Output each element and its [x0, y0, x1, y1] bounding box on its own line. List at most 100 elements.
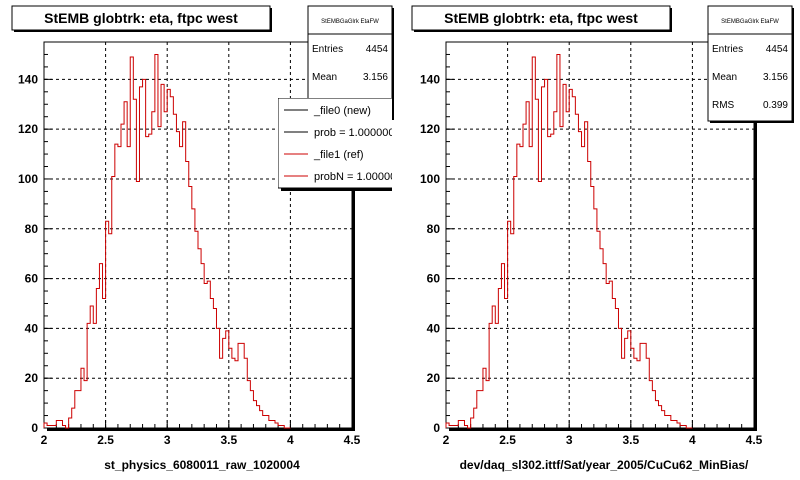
histogram-bin — [143, 79, 146, 428]
x-tick-label: 2.5 — [97, 433, 114, 447]
histogram-bin — [659, 406, 662, 428]
histogram-bin — [597, 231, 600, 428]
histogram-bin — [204, 284, 207, 428]
histogram-bin — [535, 99, 538, 428]
histogram-bin — [538, 181, 541, 428]
histogram-bin — [72, 408, 75, 428]
histogram-bin — [588, 162, 591, 428]
histogram-bin — [275, 423, 278, 428]
legend-label: _file0 (new) — [313, 105, 371, 117]
histogram-bin — [529, 147, 532, 428]
histogram-bin — [146, 137, 149, 428]
chart-panel-1: 2 2.5 3 3.5 4 4.5 0 20 40 60 80 100 120 140 StEMB glob… — [11, 5, 394, 472]
histogram-bin — [158, 127, 161, 428]
histogram-bin — [572, 97, 575, 428]
histogram-bin — [458, 421, 461, 428]
histogram-bin — [526, 102, 529, 428]
stats-value: 3.156 — [763, 72, 788, 83]
histogram-bin — [93, 323, 96, 428]
title-box — [11, 5, 271, 31]
histogram-bin — [643, 343, 646, 428]
histogram-bin — [637, 361, 640, 428]
histogram-bin — [99, 264, 102, 428]
x-axis-label: st_physics_6080011_raw_1020004 — [104, 458, 300, 472]
histogram-bin — [62, 426, 65, 428]
stats-histogram-name: StEMBGaGlrk EtaFW — [321, 19, 379, 25]
title-box — [411, 5, 671, 31]
histogram-bin — [44, 423, 47, 428]
histogram-bin — [229, 348, 232, 428]
histogram-bin — [235, 361, 238, 428]
histogram-bin — [600, 249, 603, 428]
histogram-bin — [495, 323, 498, 428]
histogram-bin — [662, 411, 665, 428]
histogram-bin — [223, 338, 226, 428]
legend-label: prob = 1.000000 — [314, 127, 394, 139]
histogram-bin — [69, 418, 72, 428]
histogram-series-1 — [43, 53, 291, 429]
histogram-bin — [75, 391, 78, 428]
histogram-bin — [649, 381, 652, 428]
histogram-bin — [189, 186, 192, 428]
histogram-bin — [149, 134, 152, 428]
stats-histogram-name: StEMBGaGlrk EtaFW — [721, 19, 779, 25]
histogram-bin — [118, 147, 121, 428]
histogram-bin — [464, 426, 467, 428]
histogram-bin — [557, 54, 560, 428]
histogram-bin — [548, 137, 551, 428]
histogram-bin — [167, 89, 170, 428]
stats-value: 4454 — [366, 44, 389, 55]
histogram-bin — [683, 426, 686, 428]
histogram-bin — [578, 132, 581, 428]
histogram-bin — [238, 343, 241, 428]
histogram-bin — [241, 343, 244, 428]
stats-label: Entries — [712, 44, 743, 55]
histogram-bin — [461, 421, 464, 428]
histogram-bin — [103, 299, 106, 428]
stats-label: Mean — [312, 72, 337, 83]
histogram-bin — [192, 209, 195, 428]
x-tick-label: 4 — [287, 433, 294, 447]
x-tick-label: 3 — [566, 433, 573, 447]
histogram-bin — [210, 299, 213, 428]
histogram-bin — [53, 426, 56, 428]
histogram-bin — [56, 421, 59, 428]
histogram-bin — [112, 176, 115, 428]
histogram-bin — [164, 112, 167, 428]
histogram-bin — [474, 408, 477, 428]
chart-title: StEMB globtrk: eta, ftpc west — [44, 10, 238, 26]
histogram-bin — [622, 358, 625, 428]
histogram-bin — [155, 54, 158, 428]
histogram-bin — [186, 162, 189, 428]
histogram-bin — [281, 426, 284, 428]
histogram-bin — [115, 144, 118, 428]
histogram-bin — [96, 289, 99, 428]
histogram-bin — [78, 391, 81, 428]
y-tick-label: 60 — [427, 272, 441, 286]
histogram-bin — [668, 416, 671, 428]
y-tick-label: 140 — [18, 72, 38, 86]
y-tick-label: 100 — [18, 172, 38, 186]
histogram-bin — [634, 358, 637, 428]
histogram-bin — [575, 114, 578, 428]
chart-panel-2: 2 2.5 3 3.5 4 4.5 0 20 40 60 80 100 120 140 StEMB glob… — [411, 5, 794, 472]
histogram-bin — [133, 99, 136, 428]
histogram-bin — [640, 343, 643, 428]
x-tick-label: 2.5 — [499, 433, 516, 447]
histogram-bin — [207, 281, 210, 428]
y-tick-label: 100 — [420, 172, 440, 186]
histogram-bin — [551, 134, 554, 428]
stats-label: Mean — [712, 72, 737, 83]
histogram-bin — [477, 391, 480, 428]
histogram-bin — [130, 57, 133, 428]
histogram-bin — [618, 328, 621, 428]
x-tick-label: 2 — [443, 433, 450, 447]
histogram-bin — [569, 89, 572, 428]
histogram-bin — [680, 426, 683, 428]
histogram-bin — [455, 426, 458, 428]
histogram-bin — [272, 421, 275, 428]
histogram-bin — [247, 381, 250, 428]
histogram-bin — [180, 147, 183, 428]
histogram-bin — [201, 264, 204, 428]
